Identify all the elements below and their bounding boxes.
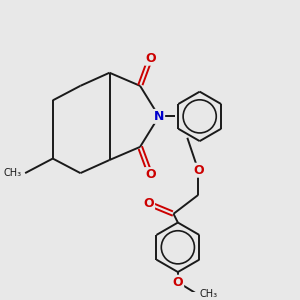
Text: O: O xyxy=(143,197,154,210)
Text: N: N xyxy=(154,110,164,123)
Text: CH₃: CH₃ xyxy=(4,168,22,178)
Text: O: O xyxy=(193,164,204,177)
Text: O: O xyxy=(172,276,183,289)
Text: CH₃: CH₃ xyxy=(200,289,218,299)
Text: O: O xyxy=(145,52,155,65)
Text: O: O xyxy=(145,168,155,181)
